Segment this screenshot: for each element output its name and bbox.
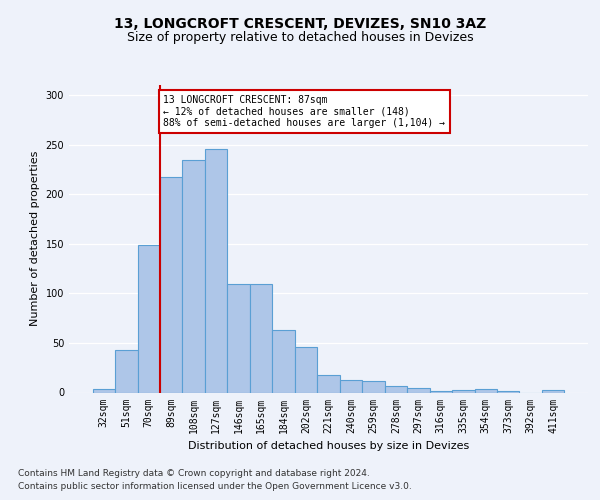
Bar	[182, 160, 205, 392]
Bar	[295, 347, 317, 393]
Y-axis label: Number of detached properties: Number of detached properties	[30, 151, 40, 326]
Bar	[407, 388, 430, 392]
Bar	[497, 390, 520, 392]
Bar	[92, 388, 115, 392]
Bar	[205, 150, 227, 392]
Text: 13 LONGCROFT CRESCENT: 87sqm
← 12% of detached houses are smaller (148)
88% of s: 13 LONGCROFT CRESCENT: 87sqm ← 12% of de…	[163, 95, 445, 128]
Bar	[227, 284, 250, 393]
Bar	[317, 374, 340, 392]
Bar	[115, 350, 137, 393]
Bar	[430, 390, 452, 392]
Text: 13, LONGCROFT CRESCENT, DEVIZES, SN10 3AZ: 13, LONGCROFT CRESCENT, DEVIZES, SN10 3A…	[114, 18, 486, 32]
Text: Contains public sector information licensed under the Open Government Licence v3: Contains public sector information licen…	[18, 482, 412, 491]
Bar	[272, 330, 295, 392]
Text: Size of property relative to detached houses in Devizes: Size of property relative to detached ho…	[127, 31, 473, 44]
Bar	[362, 380, 385, 392]
Bar	[340, 380, 362, 392]
Bar	[160, 178, 182, 392]
X-axis label: Distribution of detached houses by size in Devizes: Distribution of detached houses by size …	[188, 441, 469, 451]
Bar	[452, 390, 475, 392]
Text: Contains HM Land Registry data © Crown copyright and database right 2024.: Contains HM Land Registry data © Crown c…	[18, 469, 370, 478]
Bar	[542, 390, 565, 392]
Bar	[250, 284, 272, 393]
Bar	[137, 244, 160, 392]
Bar	[475, 388, 497, 392]
Bar	[385, 386, 407, 392]
